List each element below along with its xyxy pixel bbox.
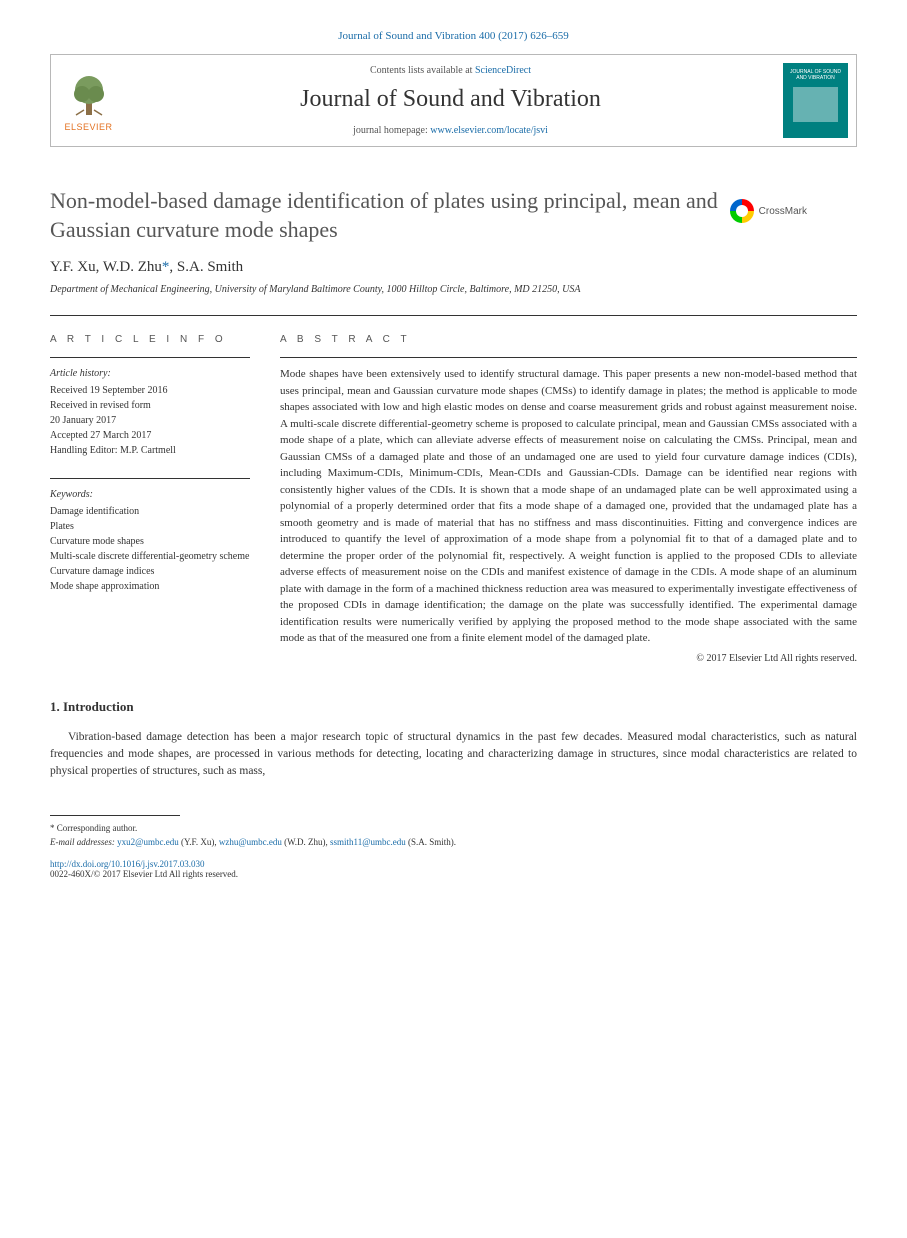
article-info-heading: A R T I C L E I N F O — [50, 334, 250, 345]
author-1: Y.F. Xu, — [50, 259, 103, 275]
citation-header: Journal of Sound and Vibration 400 (2017… — [50, 30, 857, 42]
author-3: , S.A. Smith — [169, 259, 243, 275]
email-link[interactable]: ssmith11@umbc.edu — [330, 837, 406, 847]
corresponding-note: * Corresponding author. — [50, 822, 857, 836]
homepage-prefix: journal homepage: — [353, 125, 430, 136]
email-link[interactable]: wzhu@umbc.edu — [219, 837, 282, 847]
author-2: W.D. Zhu — [103, 259, 162, 275]
history-editor: Handling Editor: M.P. Cartmell — [50, 443, 250, 458]
affiliation: Department of Mechanical Engineering, Un… — [50, 284, 857, 295]
article-history: Article history: Received 19 September 2… — [50, 357, 250, 458]
keyword-item: Multi-scale discrete differential-geomet… — [50, 549, 250, 564]
section-1-heading: 1. Introduction — [50, 699, 857, 715]
elsevier-label: ELSEVIER — [64, 122, 112, 132]
keyword-item: Curvature mode shapes — [50, 534, 250, 549]
keyword-item: Curvature damage indices — [50, 564, 250, 579]
doi-line: http://dx.doi.org/10.1016/j.jsv.2017.03.… — [50, 859, 857, 869]
journal-title: Journal of Sound and Vibration — [134, 86, 767, 113]
footnotes: * Corresponding author. E-mail addresses… — [50, 822, 857, 849]
history-revised-2: 20 January 2017 — [50, 413, 250, 428]
homepage-link[interactable]: www.elsevier.com/locate/jsvi — [430, 125, 548, 136]
abstract-text: Mode shapes have been extensively used t… — [280, 357, 857, 647]
sciencedirect-link[interactable]: ScienceDirect — [475, 65, 531, 76]
copyright-line: © 2017 Elsevier Ltd All rights reserved. — [280, 653, 857, 664]
intro-paragraph: Vibration-based damage detection has bee… — [50, 729, 857, 781]
abstract-heading: A B S T R A C T — [280, 334, 857, 345]
email-who: (S.A. Smith). — [406, 837, 456, 847]
article-info-col: A R T I C L E I N F O Article history: R… — [50, 334, 250, 664]
authors-line: Y.F. Xu, W.D. Zhu*, S.A. Smith — [50, 259, 857, 276]
journal-center: Contents lists available at ScienceDirec… — [126, 55, 775, 146]
keyword-item: Damage identification — [50, 504, 250, 519]
info-abstract-row: A R T I C L E I N F O Article history: R… — [50, 315, 857, 664]
keyword-item: Mode shape approximation — [50, 579, 250, 594]
crossmark-icon — [730, 199, 754, 223]
email-who: (W.D. Zhu), — [282, 837, 330, 847]
cover-image-icon — [793, 87, 838, 122]
elsevier-tree-icon — [64, 70, 114, 120]
footnote-separator — [50, 815, 180, 816]
history-revised-1: Received in revised form — [50, 398, 250, 413]
doi-link[interactable]: http://dx.doi.org/10.1016/j.jsv.2017.03.… — [50, 859, 205, 869]
keywords-block: Keywords: Damage identification Plates C… — [50, 478, 250, 594]
keyword-item: Plates — [50, 519, 250, 534]
crossmark-badge[interactable]: CrossMark — [730, 199, 807, 223]
contents-line: Contents lists available at ScienceDirec… — [134, 65, 767, 76]
email-line: E-mail addresses: yxu2@umbc.edu (Y.F. Xu… — [50, 836, 857, 850]
history-received: Received 19 September 2016 — [50, 383, 250, 398]
email-who: (Y.F. Xu), — [179, 837, 219, 847]
crossmark-label: CrossMark — [759, 206, 807, 217]
email-label: E-mail addresses: — [50, 837, 117, 847]
cover-label: JOURNAL OF SOUND AND VIBRATION — [786, 69, 845, 81]
history-accepted: Accepted 27 March 2017 — [50, 428, 250, 443]
abstract-col: A B S T R A C T Mode shapes have been ex… — [280, 334, 857, 664]
elsevier-logo: ELSEVIER — [51, 55, 126, 146]
issn-line: 0022-460X/© 2017 Elsevier Ltd All rights… — [50, 869, 857, 879]
contents-prefix: Contents lists available at — [370, 65, 475, 76]
keywords-label: Keywords: — [50, 487, 250, 502]
email-link[interactable]: yxu2@umbc.edu — [117, 837, 179, 847]
journal-header-box: ELSEVIER Contents lists available at Sci… — [50, 54, 857, 147]
homepage-line: journal homepage: www.elsevier.com/locat… — [134, 125, 767, 136]
journal-cover-thumb: JOURNAL OF SOUND AND VIBRATION — [783, 63, 848, 138]
history-label: Article history: — [50, 366, 250, 381]
